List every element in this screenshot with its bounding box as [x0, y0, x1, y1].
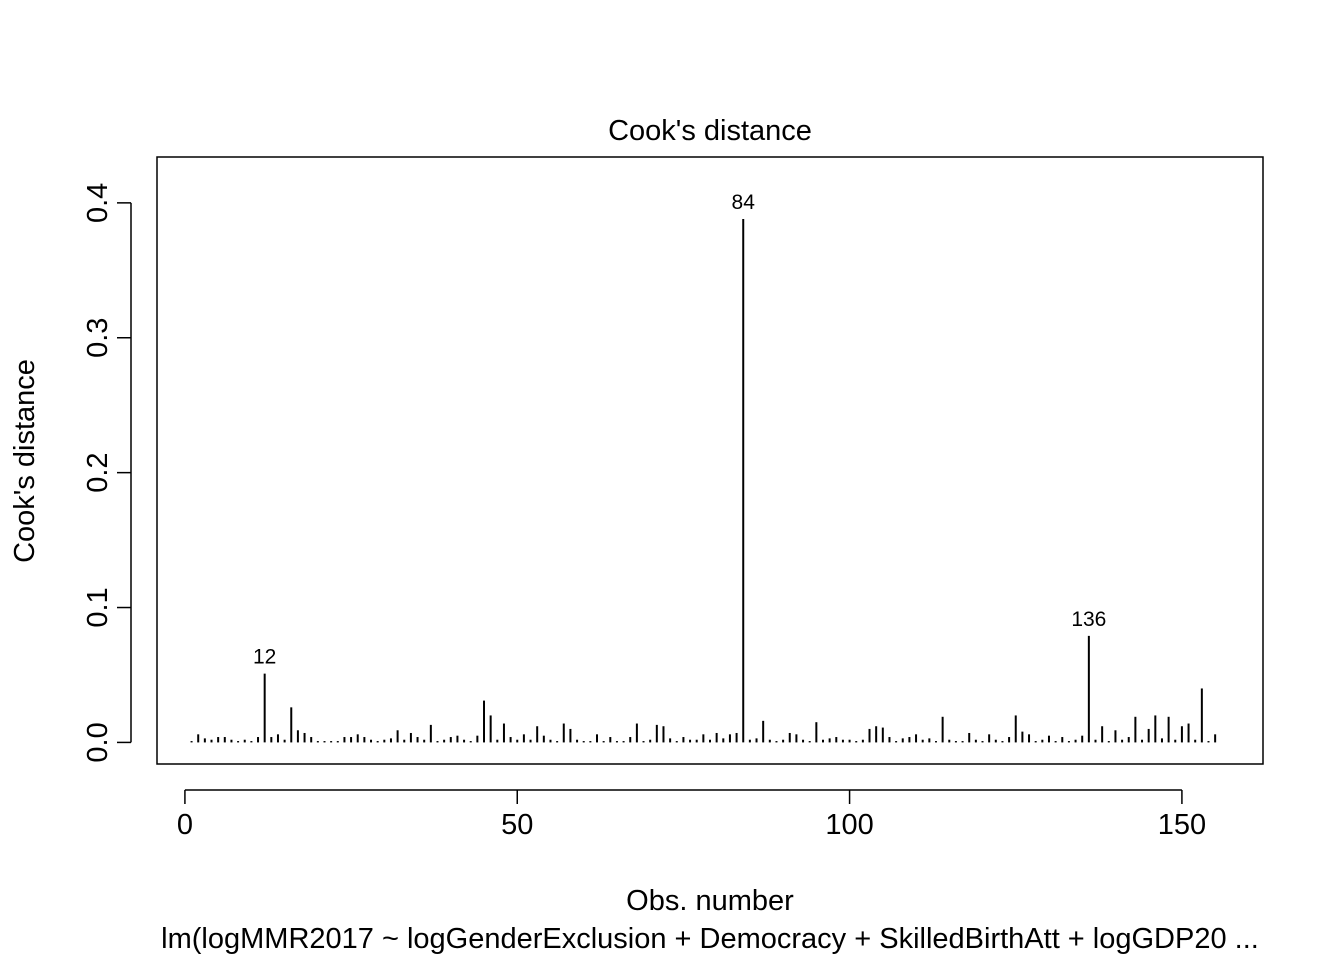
- observation-label: 12: [253, 646, 276, 669]
- y-axis: 0.0 0.1 0.2 0.3 0.4: [82, 183, 132, 763]
- y-tick-label: 0.2: [82, 452, 114, 492]
- outlier-labels: 12 84 136: [253, 191, 1106, 669]
- x-tick-label: 150: [1158, 809, 1206, 841]
- x-axis: 0 50 100 150: [177, 789, 1206, 841]
- y-tick-label: 0.3: [82, 318, 114, 358]
- x-tick-label: 0: [177, 809, 193, 841]
- x-tick-label: 50: [501, 809, 533, 841]
- cooks-distance-bars: [190, 219, 1217, 743]
- observation-label: 136: [1071, 608, 1106, 631]
- observation-label: 84: [732, 191, 756, 214]
- model-formula-subtitle: lm(logMMR2017 ~ logGenderExclusion + Dem…: [161, 923, 1259, 955]
- chart-title: Cook's distance: [608, 115, 812, 147]
- y-tick-label: 0.4: [82, 183, 114, 223]
- x-axis-title: Obs. number: [626, 885, 794, 917]
- y-axis-title: Cook's distance: [9, 359, 41, 563]
- y-tick-label: 0.0: [82, 722, 114, 762]
- plot-frame: [156, 156, 1264, 765]
- x-tick-label: 100: [825, 809, 873, 841]
- y-tick-label: 0.1: [82, 587, 114, 627]
